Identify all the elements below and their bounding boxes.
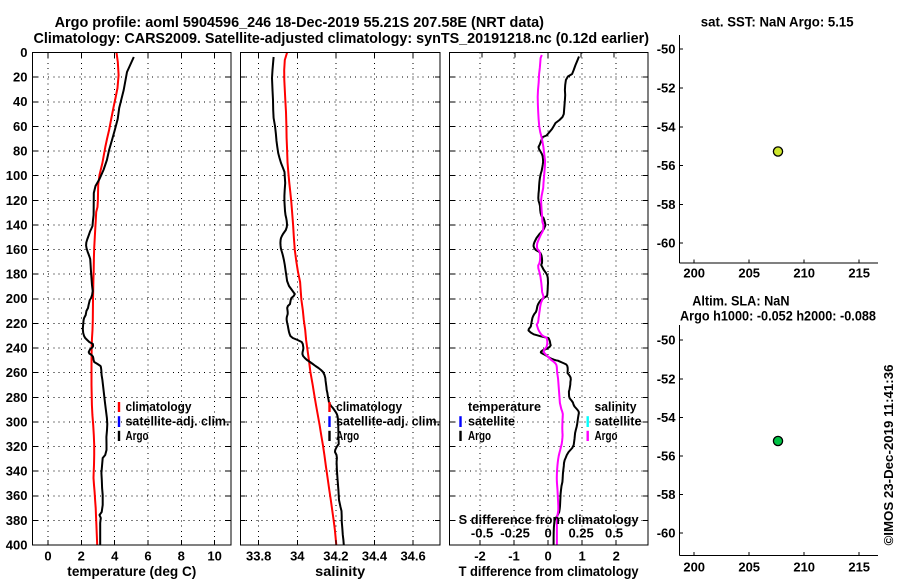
svg-text:4: 4 [111,549,119,564]
svg-text:-58: -58 [657,197,676,212]
svg-text:1: 1 [578,549,585,564]
svg-text:200: 200 [683,560,705,575]
svg-text:340: 340 [6,464,28,479]
svg-text:-52: -52 [657,371,676,386]
svg-text:210: 210 [793,266,815,281]
svg-text:160: 160 [6,242,28,257]
svg-text:salinity: salinity [315,563,365,579]
svg-text:Argo profile: aoml 5904596_246: Argo profile: aoml 5904596_246 18-Dec-20… [55,14,544,31]
svg-text:satellite-adj. clim.: satellite-adj. clim. [336,415,440,429]
svg-text:220: 220 [6,316,28,331]
svg-text:6: 6 [144,549,151,564]
svg-text:180: 180 [6,267,28,282]
svg-text:-0.25: -0.25 [500,526,530,541]
svg-text:Argo: Argo [595,429,618,443]
svg-text:210: 210 [793,560,815,575]
svg-text:240: 240 [6,341,28,356]
svg-text:T difference from climatology: T difference from climatology [459,563,639,579]
svg-text:-56: -56 [657,158,676,173]
svg-text:sat. SST: NaN Argo: 5.15: sat. SST: NaN Argo: 5.15 [701,14,854,30]
svg-text:satellite: satellite [595,415,642,429]
svg-text:climatology: climatology [126,400,192,414]
svg-text:320: 320 [6,439,28,454]
svg-text:205: 205 [738,560,760,575]
svg-text:Climatology: CARS2009. Satelli: Climatology: CARS2009. Satellite-adjuste… [34,30,650,47]
svg-text:0.25: 0.25 [568,526,593,541]
svg-text:140: 140 [6,217,28,232]
svg-text:0: 0 [544,549,551,564]
svg-text:-2: -2 [474,549,486,564]
svg-text:400: 400 [6,538,28,553]
svg-text:280: 280 [6,390,28,405]
svg-text:34.4: 34.4 [362,549,388,564]
svg-text:215: 215 [848,560,870,575]
svg-text:©IMOS 23-Dec-2019 11:41:36: ©IMOS 23-Dec-2019 11:41:36 [881,365,896,546]
svg-text:34: 34 [290,549,305,564]
svg-text:300: 300 [6,414,28,429]
svg-text:Altim. SLA: NaN: Altim. SLA: NaN [692,293,789,309]
svg-text:34.6: 34.6 [400,549,425,564]
svg-text:-52: -52 [657,81,676,96]
svg-text:40: 40 [13,94,27,109]
svg-text:-60: -60 [657,526,676,541]
svg-text:Argo h1000: -0.052 h2000: -0.0: Argo h1000: -0.052 h2000: -0.088 [680,308,876,324]
svg-text:Argo: Argo [126,429,149,443]
svg-text:0.5: 0.5 [605,526,623,541]
svg-text:80: 80 [13,144,27,159]
svg-text:200: 200 [683,266,705,281]
svg-text:climatology: climatology [336,400,402,414]
svg-text:Argo: Argo [336,429,359,443]
svg-text:0: 0 [544,526,551,541]
svg-text:0: 0 [44,549,51,564]
svg-text:satellite: satellite [468,415,515,429]
svg-text:33.8: 33.8 [246,549,271,564]
svg-text:-54: -54 [657,119,677,134]
svg-text:-1: -1 [508,549,520,564]
svg-text:S difference from climatology: S difference from climatology [459,512,640,527]
svg-text:260: 260 [6,365,28,380]
svg-text:-56: -56 [657,449,676,464]
svg-text:temperature: temperature [468,400,541,414]
svg-text:215: 215 [848,266,870,281]
svg-text:380: 380 [6,513,28,528]
svg-text:2: 2 [613,549,620,564]
svg-text:34.2: 34.2 [323,549,348,564]
svg-text:-54: -54 [657,410,677,425]
svg-text:8: 8 [178,549,185,564]
svg-text:60: 60 [13,119,27,134]
svg-text:120: 120 [6,193,28,208]
svg-text:205: 205 [738,266,760,281]
svg-text:200: 200 [6,291,28,306]
svg-text:360: 360 [6,488,28,503]
svg-text:-60: -60 [657,236,676,251]
svg-text:-0.5: -0.5 [471,526,493,541]
svg-text:-58: -58 [657,487,676,502]
svg-text:temperature (deg C): temperature (deg C) [67,563,196,579]
svg-text:100: 100 [6,168,28,183]
svg-text:Argo: Argo [468,429,491,443]
svg-text:satellite-adj. clim.: satellite-adj. clim. [126,415,230,429]
svg-text:-50: -50 [657,42,676,57]
svg-text:-50: -50 [657,333,676,348]
svg-text:2: 2 [78,549,85,564]
svg-text:salinity: salinity [595,400,637,414]
svg-text:10: 10 [207,549,221,564]
svg-text:20: 20 [13,70,27,85]
svg-text:0: 0 [20,45,27,60]
